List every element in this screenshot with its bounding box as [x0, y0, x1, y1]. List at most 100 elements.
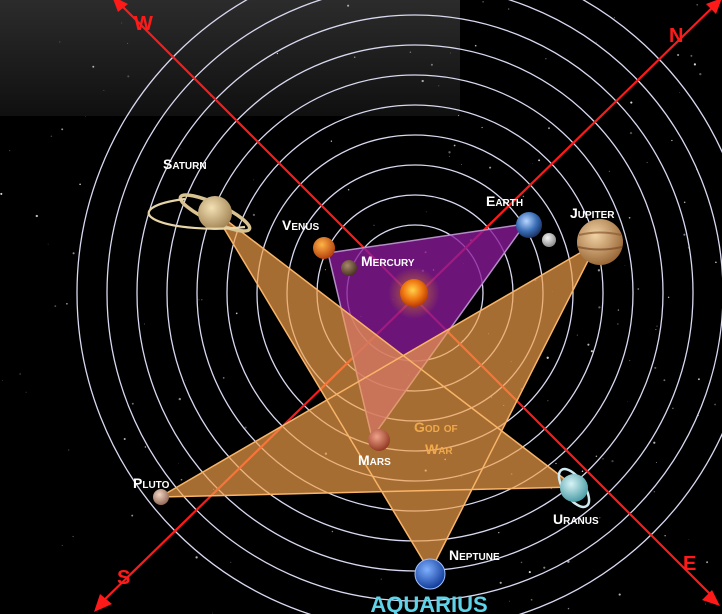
star [545, 58, 547, 60]
star [538, 159, 541, 162]
star [121, 22, 123, 24]
star [331, 530, 334, 533]
planet-pluto [153, 489, 169, 505]
star [587, 343, 590, 346]
planet-jupiter [577, 219, 623, 265]
star [528, 571, 531, 574]
orbit-ring [106, 0, 722, 602]
star [79, 183, 81, 186]
zodiac-sign: AQUARIUS [370, 592, 487, 614]
star [672, 407, 674, 410]
arrowhead-west [113, 0, 128, 12]
star [481, 126, 483, 129]
arrowhead-south [94, 594, 112, 612]
star [235, 312, 238, 315]
star [626, 401, 628, 403]
star [618, 593, 621, 596]
star [127, 75, 130, 78]
star [453, 144, 456, 147]
star [35, 214, 38, 218]
planet-neptune [414, 558, 446, 590]
star [103, 89, 105, 91]
star [2, 380, 4, 381]
star [252, 179, 254, 181]
star [276, 52, 279, 55]
star [646, 161, 648, 163]
star [92, 65, 95, 68]
star [184, 380, 186, 381]
star [598, 306, 601, 309]
star [123, 437, 126, 441]
star [252, 213, 256, 217]
star [450, 52, 451, 54]
star [230, 561, 232, 563]
saturn-body [198, 196, 232, 230]
star [131, 402, 134, 405]
uranus-body [560, 474, 588, 502]
axis-arrowheads [94, 0, 722, 612]
label-mercury: Mercury [361, 253, 415, 269]
star [608, 170, 611, 173]
star [599, 516, 601, 519]
star [50, 135, 53, 137]
star [637, 288, 640, 290]
star [683, 233, 686, 236]
star [180, 478, 183, 481]
label-neptune: Neptune [449, 547, 500, 563]
direction-south: S [117, 567, 130, 589]
star [705, 603, 706, 605]
star [547, 400, 549, 402]
star [530, 598, 533, 601]
star [629, 360, 631, 362]
star [458, 115, 460, 117]
planet-mercury [341, 260, 357, 276]
label-uranus: Uranus [553, 511, 599, 527]
star [520, 561, 523, 564]
star [555, 462, 557, 465]
star [68, 449, 70, 451]
star [663, 379, 666, 382]
star [61, 128, 64, 131]
star [630, 101, 633, 104]
star [581, 470, 584, 473]
star [9, 150, 11, 152]
star [324, 269, 326, 271]
star [613, 17, 616, 19]
star [624, 265, 626, 266]
star [244, 426, 247, 429]
star [679, 92, 680, 94]
star [489, 166, 492, 169]
star [373, 224, 375, 226]
star [690, 54, 693, 57]
star [448, 151, 451, 154]
label-mars: Mars [358, 452, 391, 468]
star [655, 328, 657, 331]
star [595, 41, 597, 43]
star [222, 377, 225, 379]
star [178, 397, 181, 401]
star [212, 612, 213, 614]
planet-saturn [147, 193, 252, 233]
star [617, 309, 620, 311]
star [595, 455, 598, 458]
direction-east: E [683, 553, 696, 575]
moon [542, 233, 556, 247]
star [546, 356, 549, 359]
star [461, 164, 462, 165]
annotation-line1: God of [414, 419, 458, 435]
sun [400, 279, 428, 307]
star [66, 302, 68, 305]
jupiter-band [577, 246, 623, 251]
star [380, 578, 382, 580]
star [628, 216, 631, 219]
star [482, 0, 484, 3]
label-earth: Earth [486, 193, 523, 209]
star [590, 350, 593, 353]
planet-earth [516, 212, 542, 238]
star [664, 535, 666, 537]
star [576, 334, 578, 336]
star [347, 188, 350, 191]
star [677, 53, 680, 57]
direction-north: N [669, 25, 683, 47]
